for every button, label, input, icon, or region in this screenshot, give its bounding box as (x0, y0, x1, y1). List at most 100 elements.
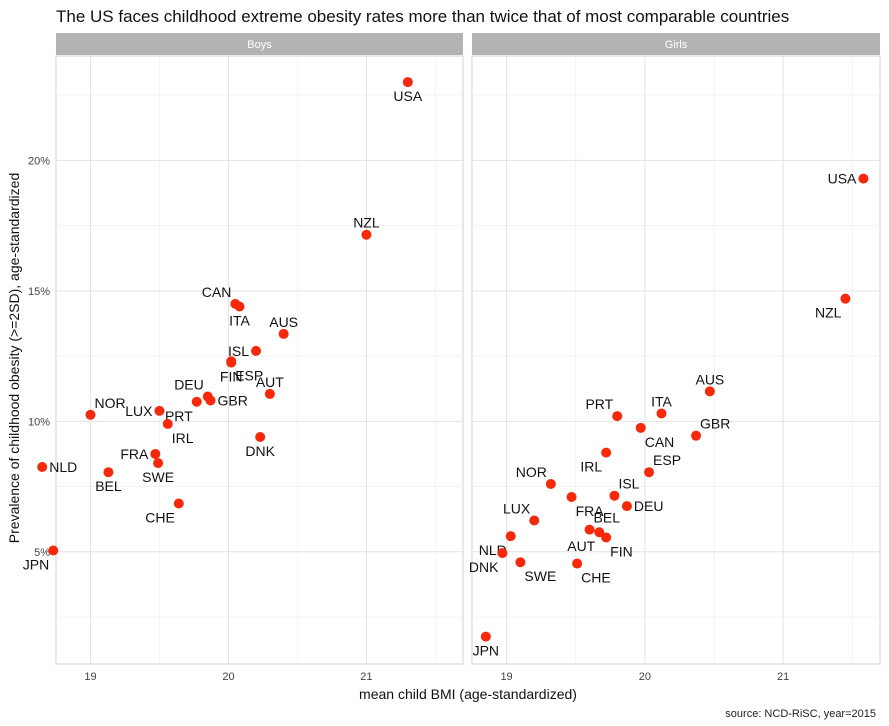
data-point-fin (601, 532, 612, 543)
data-point-fra (566, 491, 577, 502)
data-point-fin (226, 357, 237, 368)
point-label-ita: ITA (651, 393, 672, 409)
data-point-aus (278, 328, 289, 339)
point-label-isl: ISL (618, 476, 639, 492)
point-label-deu: DEU (174, 377, 204, 393)
data-point-bel (584, 524, 595, 535)
panel-background (55, 55, 464, 665)
data-point-lux (529, 515, 540, 526)
data-point-prt (191, 396, 202, 407)
point-label-aus: AUS (269, 314, 298, 330)
point-label-aut: AUT (567, 538, 595, 554)
facet-strip-label: Boys (247, 39, 272, 51)
point-label-bel: BEL (594, 510, 621, 526)
point-label-ita: ITA (229, 313, 250, 329)
point-label-irl: IRL (580, 459, 602, 475)
point-label-fra: FRA (576, 503, 605, 519)
data-point-aut (594, 527, 605, 538)
facet-strip (56, 33, 463, 55)
point-label-esp: ESP (235, 367, 263, 383)
facet-strip-label: Girls (665, 39, 688, 51)
data-point-nzl (361, 229, 372, 240)
data-point-aus (704, 386, 715, 397)
data-point-esp (644, 467, 655, 478)
x-tick-label: 19 (84, 671, 96, 683)
data-point-irl (601, 447, 612, 458)
point-label-gbr: GBR (218, 392, 248, 408)
point-label-prt: PRT (585, 396, 613, 412)
data-point-can (635, 422, 646, 433)
point-label-aus: AUS (695, 371, 724, 387)
data-point-che (173, 498, 184, 509)
data-point-prt (612, 411, 623, 422)
point-label-che: CHE (145, 510, 175, 526)
data-point-ita (656, 408, 667, 419)
data-point-irl (162, 418, 173, 429)
y-tick-label: 20% (28, 155, 50, 167)
chart-title: The US faces childhood extreme obesity r… (56, 7, 789, 26)
point-label-fra: FRA (120, 446, 149, 462)
y-axis-title-group: Prevalence of childhood obesity (>=2SD),… (6, 173, 22, 543)
point-label-che: CHE (581, 570, 611, 586)
x-tick-label: 21 (777, 671, 789, 683)
data-point-ita (234, 301, 245, 312)
point-label-jpn: JPN (23, 556, 49, 572)
data-point-dnk (497, 548, 508, 559)
data-point-usa (858, 173, 869, 184)
point-label-irl: IRL (172, 430, 194, 446)
data-point-che (572, 558, 583, 569)
point-label-bel: BEL (95, 478, 122, 494)
panel-boys: Boys 19 20 21 5% 10% 15% 20% USA NZL CAN ITA AUS ISL E… (23, 33, 464, 683)
point-label-isl: ISL (228, 343, 249, 359)
data-point-deu (621, 501, 632, 512)
point-label-can: CAN (645, 434, 675, 450)
x-axis-title-group: mean child BMI (age-standardized) (359, 686, 577, 702)
data-point-nld (505, 531, 516, 542)
panel-background (471, 55, 881, 665)
point-label-dnk: DNK (469, 559, 499, 575)
data-point-swe (153, 458, 164, 469)
facet-panels: Boys 19 20 21 5% 10% 15% 20% USA NZL CAN ITA AUS ISL E… (23, 33, 881, 683)
point-label-nor: NOR (516, 464, 547, 480)
data-point-aut (264, 388, 275, 399)
y-axis-title: Prevalence of childhood obesity (>=2SD),… (6, 173, 22, 543)
point-label-can: CAN (202, 284, 232, 300)
data-point-isl (609, 490, 620, 501)
data-point-gbr (691, 430, 702, 441)
point-label-swe: SWE (524, 568, 556, 584)
data-point-bel (103, 467, 114, 478)
data-point-isl (251, 345, 262, 356)
data-point-jpn (480, 631, 491, 642)
data-point-nld (37, 461, 48, 472)
point-label-usa: USA (393, 88, 422, 104)
x-tick-label: 20 (639, 671, 651, 683)
x-tick-label: 19 (500, 671, 512, 683)
point-label-fin: FIN (220, 369, 243, 385)
point-label-nld: NLD (49, 459, 77, 475)
point-label-gbr: GBR (700, 416, 730, 432)
facet-strip (472, 33, 880, 55)
point-label-deu: DEU (634, 498, 664, 514)
x-axis-title: mean child BMI (age-standardized) (359, 686, 577, 702)
data-point-dnk (255, 431, 266, 442)
point-label-swe: SWE (142, 469, 174, 485)
point-label-lux: LUX (125, 403, 153, 419)
data-point-lux (154, 405, 165, 416)
point-label-fin: FIN (610, 543, 633, 559)
point-label-dnk: DNK (245, 443, 275, 459)
point-label-usa: USA (828, 171, 857, 187)
y-tick-label: 10% (28, 416, 50, 428)
data-point-swe (515, 557, 526, 568)
point-label-jpn: JPN (473, 643, 499, 659)
data-point-nor (85, 409, 96, 420)
point-label-nzl: NZL (353, 215, 380, 231)
data-point-gbr (205, 395, 216, 406)
data-point-nzl (840, 293, 851, 304)
y-tick-label: 5% (34, 547, 50, 559)
data-point-jpn (48, 545, 59, 556)
point-label-esp: ESP (653, 452, 681, 468)
point-label-nor: NOR (94, 395, 125, 411)
x-tick-label: 21 (360, 671, 372, 683)
data-point-usa (402, 77, 413, 88)
